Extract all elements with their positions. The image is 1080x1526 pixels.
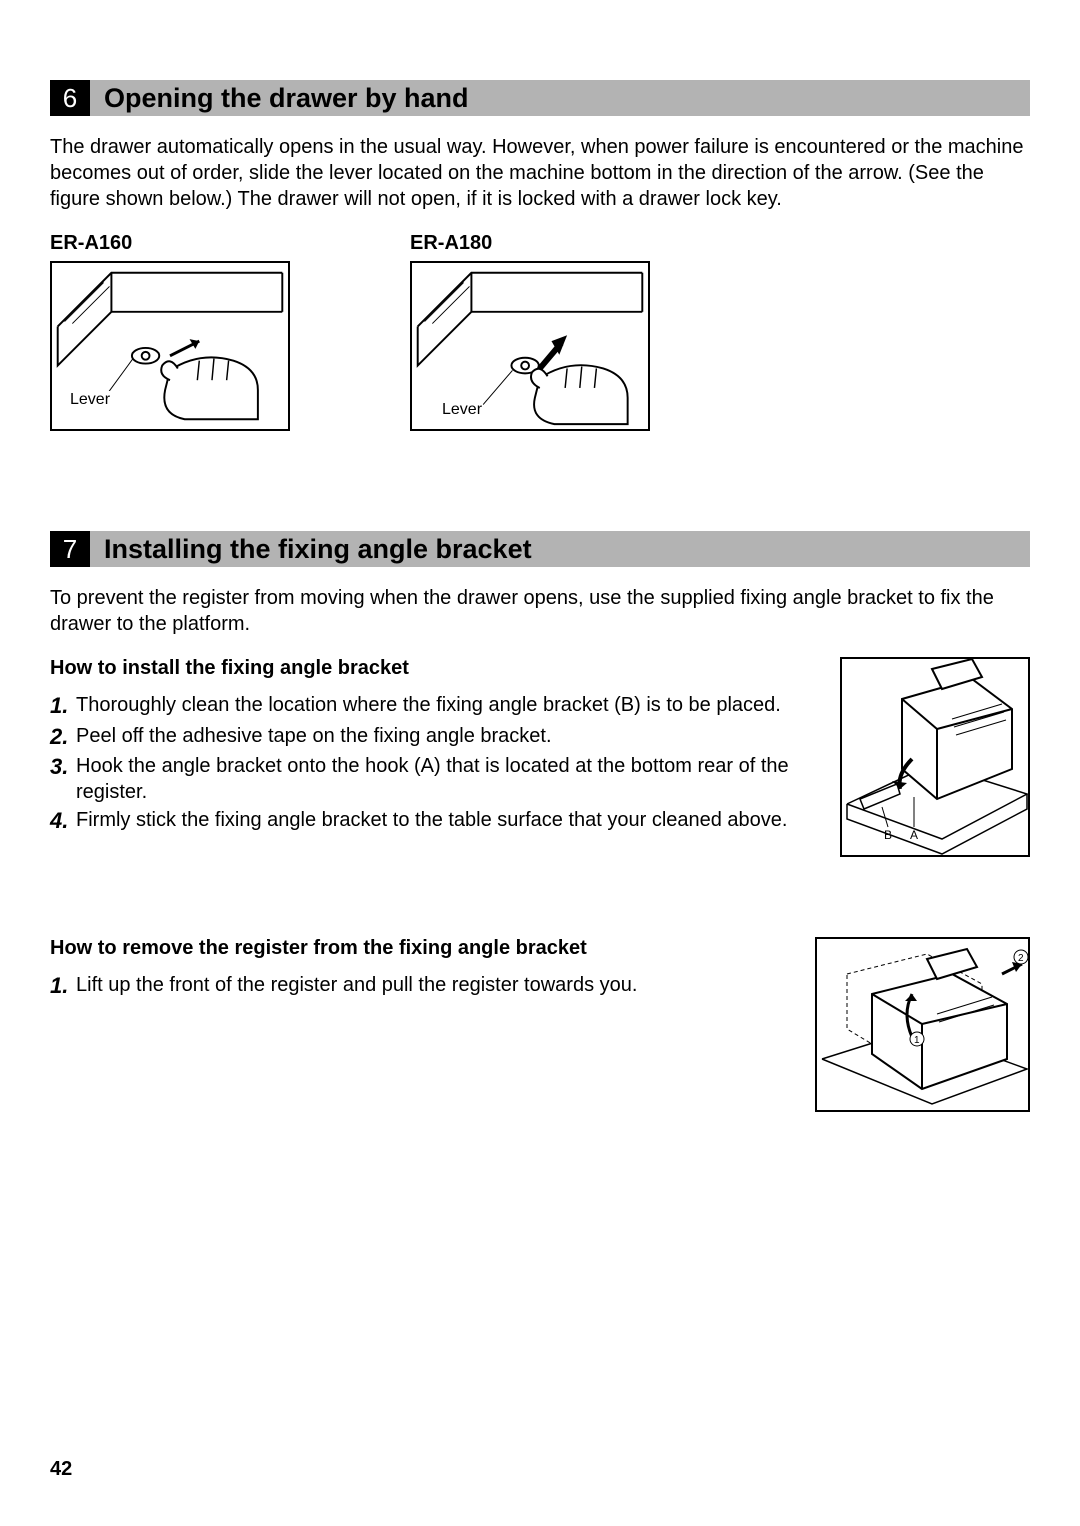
- step-num: 1.: [50, 972, 76, 1001]
- step-num: 2.: [50, 723, 76, 752]
- step-text: Peel off the adhesive tape on the fixing…: [76, 723, 552, 752]
- model-1-label: ER-A160: [50, 232, 290, 255]
- step-num: 3.: [50, 753, 76, 805]
- list-item: 4.Firmly stick the fixing angle bracket …: [50, 807, 830, 836]
- section-7-title: Installing the fixing angle bracket: [90, 531, 1030, 567]
- install-heading: How to install the fixing angle bracket: [50, 657, 830, 680]
- step-text: Firmly stick the fixing angle bracket to…: [76, 807, 787, 836]
- model-2-lever-label: Lever: [442, 401, 482, 419]
- model-1-lever-label: Lever: [70, 391, 110, 409]
- install-text-block: How to install the fixing angle bracket …: [50, 657, 830, 857]
- model-2-label: ER-A180: [410, 232, 650, 255]
- models-row: ER-A160: [50, 232, 1030, 431]
- label-a: A: [910, 828, 918, 842]
- section-7-header: 7 Installing the fixing angle bracket: [50, 531, 1030, 567]
- list-item: 1.Thoroughly clean the location where th…: [50, 692, 830, 721]
- section-6-header: 6 Opening the drawer by hand: [50, 80, 1030, 116]
- model-2-diagram: Lever: [410, 261, 650, 431]
- step-text: Thoroughly clean the location where the …: [76, 692, 781, 721]
- register-install-icon: B A: [842, 659, 1032, 859]
- step-num: 4.: [50, 807, 76, 836]
- page-number: 42: [50, 1458, 72, 1481]
- step-text: Hook the angle bracket onto the hook (A)…: [76, 753, 830, 805]
- model-1-diagram: Lever: [50, 261, 290, 431]
- install-steps: 1.Thoroughly clean the location where th…: [50, 692, 830, 836]
- section-7-number: 7: [50, 531, 90, 567]
- section-6-title: Opening the drawer by hand: [90, 80, 1030, 116]
- section-6-number: 6: [50, 80, 90, 116]
- remove-diagram: 1 2: [815, 937, 1030, 1112]
- remove-text-block: How to remove the register from the fixi…: [50, 937, 805, 1112]
- list-item: 1.Lift up the front of the register and …: [50, 972, 805, 1001]
- register-remove-icon: 1 2: [817, 939, 1032, 1114]
- install-diagram: B A: [840, 657, 1030, 857]
- list-item: 3.Hook the angle bracket onto the hook (…: [50, 753, 830, 805]
- label-2: 2: [1018, 953, 1024, 964]
- list-item: 2.Peel off the adhesive tape on the fixi…: [50, 723, 830, 752]
- remove-steps: 1.Lift up the front of the register and …: [50, 972, 805, 1001]
- section-6-body: The drawer automatically opens in the us…: [50, 134, 1030, 212]
- remove-row: How to remove the register from the fixi…: [50, 937, 1030, 1112]
- model-er-a160: ER-A160: [50, 232, 290, 431]
- label-1: 1: [914, 1035, 920, 1046]
- remove-heading: How to remove the register from the fixi…: [50, 937, 805, 960]
- model-er-a180: ER-A180 Lever: [410, 232, 650, 431]
- install-row: How to install the fixing angle bracket …: [50, 657, 1030, 857]
- section-7-body: To prevent the register from moving when…: [50, 585, 1030, 637]
- label-b: B: [884, 828, 892, 842]
- step-text: Lift up the front of the register and pu…: [76, 972, 637, 1001]
- step-num: 1.: [50, 692, 76, 721]
